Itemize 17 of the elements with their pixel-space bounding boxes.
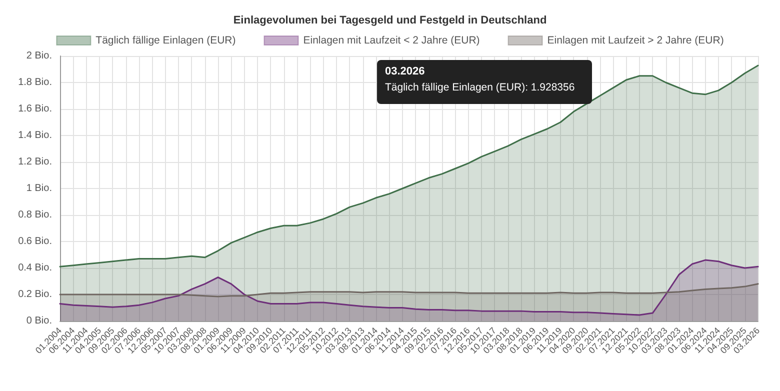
y-tick-label: 0.8 Bio. bbox=[18, 210, 52, 220]
y-tick-label: 0 Bio. bbox=[26, 316, 52, 326]
y-tick-label: 0.4 Bio. bbox=[18, 262, 52, 274]
y-tick-label: 1 Bio. bbox=[26, 183, 52, 194]
annotation: 03.2026 bbox=[385, 66, 425, 78]
y-tick-label: 2 Bio. bbox=[26, 50, 52, 62]
chart-title: Einlagevolumen bei Tagesgeld und Festgeld in Deutschland bbox=[233, 14, 547, 26]
y-tick-label: 0.2 Bio. bbox=[18, 289, 52, 300]
annotation: Täglich fällige Einlagen (EUR): 1.928356 bbox=[385, 82, 575, 94]
y-tick-label: 0.6 Bio. bbox=[18, 236, 52, 247]
y-tick-label: 1.8 Bio. bbox=[18, 77, 52, 88]
y-tick-label: 1.6 Bio. bbox=[18, 104, 52, 114]
y-tick-label: 1.2 Bio. bbox=[18, 156, 52, 168]
y-tick-label: 1.4 Bio. bbox=[18, 130, 52, 141]
legend-label: Einlagen mit Laufzeit > 2 Jahre (EUR) bbox=[547, 34, 724, 46]
legend-label: Täglich fällige Einlagen (EUR) bbox=[96, 34, 236, 46]
legend-label: Einlagen mit Laufzeit < 2 Jahre (EUR) bbox=[303, 34, 480, 46]
